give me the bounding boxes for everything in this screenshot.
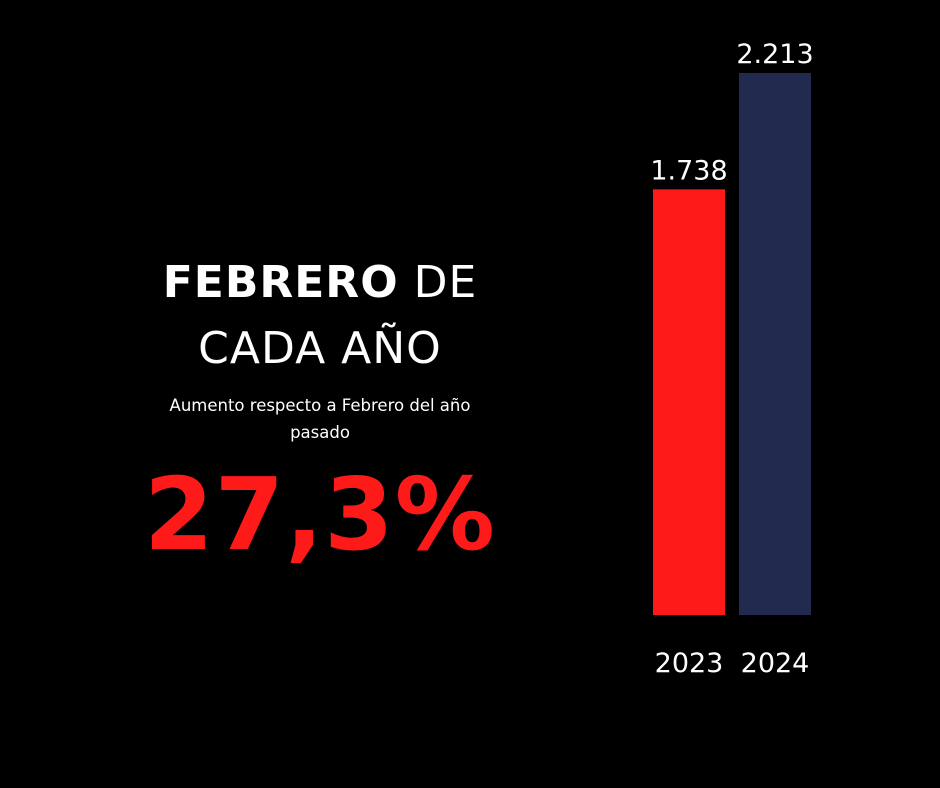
- value-label: 1.738: [650, 155, 727, 186]
- subtitle: Aumento respecto a Febrero del año pasad…: [169, 396, 471, 442]
- bar: [739, 73, 811, 615]
- value-label: 2.213: [736, 39, 813, 70]
- title: FEBRERO DE CADA AÑO: [120, 250, 520, 382]
- x-tick-label: 2024: [741, 648, 810, 679]
- title-part: CADA AÑO: [198, 323, 442, 374]
- bar: [653, 189, 725, 615]
- highlight: 27,3%: [144, 456, 496, 573]
- title-bold: FEBRERO: [162, 257, 399, 308]
- title-part: DE: [413, 257, 478, 308]
- text-panel: FEBRERO DE CADA AÑO Aumento respecto a Fe…: [120, 250, 520, 573]
- x-tick-label: 2023: [655, 648, 724, 679]
